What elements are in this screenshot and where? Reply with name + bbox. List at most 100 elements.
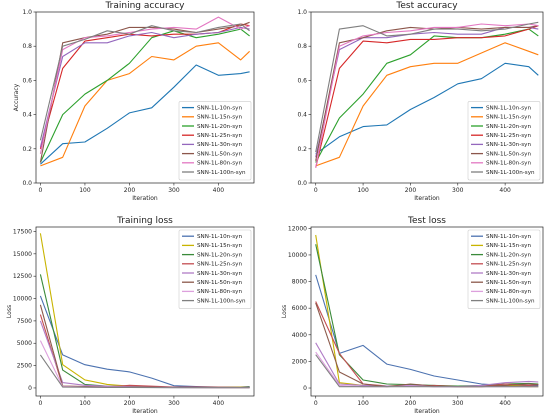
legend-box bbox=[467, 229, 541, 309]
series-line bbox=[40, 42, 250, 167]
legend-entry: SNN-1L-50n-syn bbox=[197, 280, 242, 286]
x-axis-label: Iteration bbox=[414, 195, 440, 202]
legend-entry: SNN-1L-20n-syn bbox=[197, 124, 242, 130]
y-tick-label: 7500 bbox=[17, 318, 32, 325]
legend-entry: SNN-1L-80n-syn bbox=[197, 161, 242, 167]
y-tick-label: 4000 bbox=[292, 332, 307, 339]
y-axis-label: Accuracy bbox=[13, 83, 20, 111]
legend-entry: SNN-1L-25n-syn bbox=[486, 262, 531, 268]
y-tick-label: 6000 bbox=[292, 305, 307, 312]
subplot-2: Test accuracy 0 100 200 300 400 0.0 0.2 0.4 0.6 0.… bbox=[297, 1, 544, 202]
series-line bbox=[315, 62, 539, 155]
series-line bbox=[39, 320, 250, 389]
x-tick-label: 0 bbox=[39, 187, 43, 194]
series-line bbox=[315, 354, 539, 388]
series-line bbox=[40, 64, 250, 165]
legend-entry: SNN-1L-15n-syn bbox=[197, 115, 242, 121]
y-tick-label: 10000 bbox=[288, 252, 307, 259]
legend-entry: SNN-1L-50n-syn bbox=[486, 151, 531, 157]
series-line bbox=[39, 295, 250, 388]
x-tick-label: 100 bbox=[357, 187, 369, 194]
y-tick-label: 10000 bbox=[13, 296, 32, 303]
series-line bbox=[39, 304, 250, 389]
legend-entry: SNN-1L-10n-syn bbox=[486, 105, 531, 111]
y-tick-label: 0.8 bbox=[297, 43, 307, 50]
plot-frame bbox=[310, 226, 544, 397]
legend-entry: SNN-1L-100n-syn bbox=[197, 170, 246, 176]
x-tick-label: 0 bbox=[314, 400, 318, 407]
y-tick-label: 8000 bbox=[292, 279, 307, 286]
legend-entry: SNN-1L-10n-syn bbox=[197, 105, 242, 111]
legend-entry: SNN-1L-30n-syn bbox=[486, 271, 531, 277]
series-line bbox=[315, 42, 539, 167]
y-tick-label: 12500 bbox=[13, 273, 32, 280]
legend-entry: SNN-1L-100n-syn bbox=[197, 298, 246, 304]
y-tick-label: 1.0 bbox=[22, 9, 32, 16]
y-tick-label: 1.0 bbox=[297, 9, 307, 16]
y-tick-label: 0.2 bbox=[22, 146, 32, 153]
y-tick-label: 2000 bbox=[292, 358, 307, 365]
y-tick-label: 5000 bbox=[17, 340, 32, 347]
x-tick-label: 400 bbox=[213, 187, 225, 194]
series-line bbox=[315, 21, 539, 153]
legend-entry: SNN-1L-50n-syn bbox=[197, 151, 242, 157]
legend-entry: SNN-1L-30n-syn bbox=[486, 142, 531, 148]
y-tick-label: 2500 bbox=[17, 363, 32, 370]
legend: SNN-1L-10n-syn SNN-1L-15n-syn SNN-1L-20n-s… bbox=[178, 229, 252, 309]
x-tick-label: 100 bbox=[357, 400, 369, 407]
plot-frame bbox=[310, 11, 544, 184]
x-tick-label: 100 bbox=[79, 187, 91, 194]
legend-entry: SNN-1L-10n-syn bbox=[197, 234, 242, 240]
x-axis-label: Iteration bbox=[414, 408, 440, 415]
legend-entry: SNN-1L-25n-syn bbox=[197, 133, 242, 139]
chart-title: Test loss bbox=[407, 216, 446, 226]
subplot-1: Training accuracy 0 100 200 300 400 0.0 0.2 0.4 0… bbox=[13, 1, 255, 202]
chart-title: Training accuracy bbox=[105, 1, 186, 11]
y-axis-label: Loss bbox=[281, 305, 288, 318]
chart-title: Test accuracy bbox=[395, 1, 458, 11]
subplot-3: Training loss 0 100 200 300 400 0 2500 5000 7500 1… bbox=[6, 216, 255, 415]
x-tick-label: 200 bbox=[124, 187, 136, 194]
legend-entry: SNN-1L-20n-syn bbox=[197, 252, 242, 258]
y-tick-label: 0.2 bbox=[297, 146, 307, 153]
y-tick-label: 0.0 bbox=[22, 180, 32, 187]
legend-entry: SNN-1L-25n-syn bbox=[486, 133, 531, 139]
plot-frame bbox=[35, 226, 255, 397]
legend: SNN-1L-10n-syn SNN-1L-15n-syn SNN-1L-20n-s… bbox=[178, 101, 252, 181]
legend-entry: SNN-1L-100n-syn bbox=[486, 170, 535, 176]
legend-box bbox=[178, 101, 252, 181]
y-tick-label: 0.8 bbox=[22, 43, 32, 50]
series-line bbox=[39, 21, 250, 163]
x-tick-label: 400 bbox=[499, 187, 511, 194]
chart-title: Training loss bbox=[116, 216, 173, 226]
plot-frame bbox=[35, 11, 255, 184]
x-tick-label: 100 bbox=[79, 400, 91, 407]
y-tick-label: 0.6 bbox=[297, 77, 307, 84]
x-tick-label: 400 bbox=[213, 400, 225, 407]
legend-entry: SNN-1L-80n-syn bbox=[197, 289, 242, 295]
x-tick-label: 400 bbox=[499, 400, 511, 407]
legend-entry: SNN-1L-30n-syn bbox=[197, 142, 242, 148]
y-tick-label: 17500 bbox=[13, 228, 32, 235]
series-line bbox=[315, 302, 539, 388]
legend-box bbox=[467, 101, 541, 181]
series-line bbox=[39, 26, 250, 148]
series-line bbox=[39, 23, 250, 141]
x-tick-label: 200 bbox=[405, 400, 417, 407]
legend-entry: SNN-1L-50n-syn bbox=[486, 280, 531, 286]
y-tick-label: 15000 bbox=[13, 251, 32, 258]
legend-entry: SNN-1L-10n-syn bbox=[486, 234, 531, 240]
legend: SNN-1L-10n-syn SNN-1L-15n-syn SNN-1L-20n-s… bbox=[467, 229, 541, 309]
series-line bbox=[315, 351, 539, 388]
y-tick-label: 0.0 bbox=[297, 180, 307, 187]
legend-entry: SNN-1L-80n-syn bbox=[486, 289, 531, 295]
series-line bbox=[39, 340, 250, 389]
x-tick-label: 200 bbox=[124, 400, 136, 407]
series-line bbox=[315, 25, 539, 168]
legend-entry: SNN-1L-80n-syn bbox=[486, 161, 531, 167]
y-tick-label: 0 bbox=[303, 385, 307, 392]
x-tick-label: 200 bbox=[405, 187, 417, 194]
legend-entry: SNN-1L-20n-syn bbox=[486, 124, 531, 130]
series-line bbox=[39, 28, 250, 163]
